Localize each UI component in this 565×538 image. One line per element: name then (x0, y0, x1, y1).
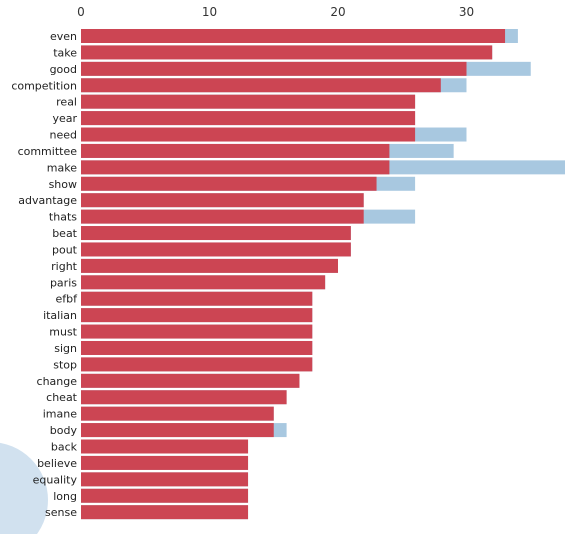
category-label-equality: equality (33, 473, 78, 486)
bar-red-paris[interactable] (81, 275, 326, 290)
y-axis-labels: even take good competition real year need commi… (11, 30, 78, 519)
bar-red-body[interactable] (81, 423, 274, 438)
category-label-back: back (51, 441, 78, 454)
bar-red-stop[interactable] (81, 357, 313, 372)
category-label-competition: competition (11, 79, 77, 92)
category-label-advantage: advantage (18, 194, 77, 207)
bar-red-good[interactable] (81, 61, 467, 76)
category-label-imane: imane (43, 408, 77, 421)
x-axis-ticks: 0 10 20 30 (77, 5, 474, 19)
category-label-long: long (53, 490, 77, 503)
bar-red-make[interactable] (81, 160, 390, 175)
category-label-show: show (49, 178, 77, 191)
category-label-pout: pout (52, 243, 78, 256)
x-tick-label: 0 (77, 5, 85, 19)
bar-red-advantage[interactable] (81, 193, 364, 208)
category-label-need: need (50, 129, 78, 142)
bar-red-sense[interactable] (81, 505, 249, 520)
x-tick-label: 30 (459, 5, 474, 19)
category-label-take: take (53, 46, 77, 59)
category-label-cheat: cheat (46, 391, 78, 404)
category-label-stop: stop (53, 358, 77, 371)
bar-red-equality[interactable] (81, 472, 249, 487)
bar-red-year[interactable] (81, 111, 416, 126)
bar-red-competition[interactable] (81, 78, 441, 93)
bar-red-show[interactable] (81, 176, 377, 191)
x-tick-label: 20 (330, 5, 345, 19)
category-label-sense: sense (45, 506, 77, 519)
bar-red-need[interactable] (81, 127, 416, 142)
category-label-make: make (47, 161, 77, 174)
bar-red-beat[interactable] (81, 226, 351, 241)
category-label-believe: believe (37, 457, 77, 470)
category-label-good: good (50, 63, 77, 76)
bar-red-thats[interactable] (81, 209, 364, 224)
bar-red-change[interactable] (81, 373, 300, 388)
bars-layer (81, 29, 565, 520)
category-label-must: must (49, 326, 77, 339)
bar-red-pout[interactable] (81, 242, 351, 257)
bar-red-sign[interactable] (81, 340, 313, 355)
bar-red-right[interactable] (81, 258, 338, 273)
category-label-right: right (51, 260, 78, 273)
category-label-change: change (37, 375, 78, 388)
bar-red-imane[interactable] (81, 406, 274, 421)
bar-red-long[interactable] (81, 488, 249, 503)
bar-red-cheat[interactable] (81, 390, 287, 405)
category-label-even: even (50, 30, 77, 43)
category-label-year: year (52, 112, 77, 125)
bar-red-must[interactable] (81, 324, 313, 339)
bar-red-believe[interactable] (81, 455, 249, 470)
category-label-body: body (50, 424, 78, 437)
x-tick-label: 10 (202, 5, 217, 19)
bar-red-efbf[interactable] (81, 291, 313, 306)
decorative-circle (0, 442, 48, 538)
category-label-thats: thats (49, 211, 77, 224)
category-label-paris: paris (50, 276, 77, 289)
category-label-beat: beat (52, 227, 77, 240)
category-label-committee: committee (18, 145, 78, 158)
bar-red-back[interactable] (81, 439, 249, 454)
bar-red-take[interactable] (81, 45, 493, 60)
bar-red-italian[interactable] (81, 308, 313, 323)
category-label-real: real (56, 96, 77, 109)
bar-red-committee[interactable] (81, 143, 390, 158)
category-label-italian: italian (43, 309, 77, 322)
bar-red-even[interactable] (81, 29, 506, 43)
category-label-efbf: efbf (56, 293, 79, 306)
bar-red-real[interactable] (81, 94, 416, 109)
category-label-sign: sign (54, 342, 77, 355)
